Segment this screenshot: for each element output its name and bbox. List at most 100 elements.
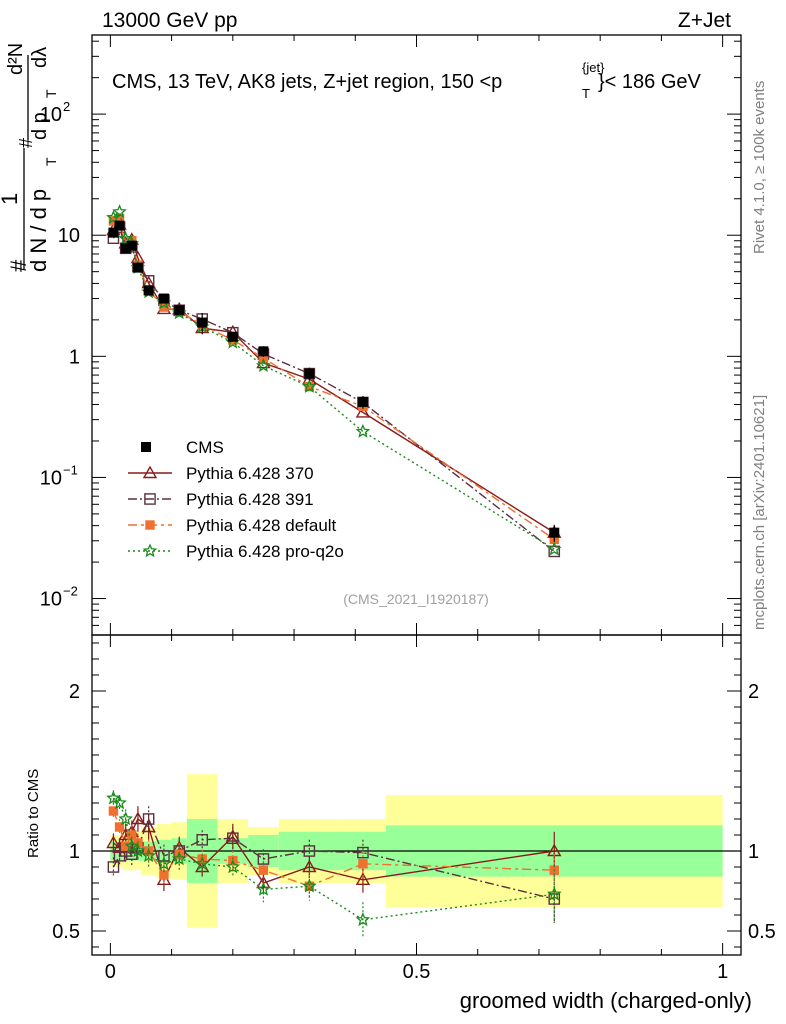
cms-point: [143, 285, 154, 296]
legend-swatch: [145, 520, 155, 530]
main-line-0: [112, 223, 555, 534]
cms-point: [126, 240, 137, 251]
ratio-point: [355, 872, 371, 885]
ylabel-frac-num: 1: [0, 193, 22, 205]
x-tick-label: 0.5: [403, 961, 431, 983]
ratio-tick-label-right: 1: [748, 841, 759, 863]
cms-point: [120, 243, 131, 254]
main-line-1: [112, 225, 555, 552]
ratio-point: [358, 859, 368, 869]
ratio-point: [225, 859, 241, 874]
ratio-point: [130, 843, 146, 858]
x-axis-label: groomed width (charged-only): [460, 988, 752, 1013]
plot-title-sup: {jet}: [582, 60, 605, 75]
main-line-2: [113, 217, 555, 540]
plot-title-sub: T: [582, 86, 590, 101]
ratio-point: [114, 822, 125, 832]
ylabel-sub-2: T: [43, 89, 59, 98]
ylabel-frac-den: d N / d p: [26, 189, 51, 272]
ratio-point: [106, 835, 121, 849]
ratio-point: [546, 886, 562, 901]
header-right: Z+Jet: [678, 9, 731, 32]
cms-point: [114, 220, 125, 231]
main-point: [118, 231, 134, 246]
legend-item-cms: CMS: [141, 438, 224, 457]
y-tick-exponent: −2: [63, 584, 78, 599]
ylabel-dp: d p: [29, 112, 51, 140]
ratio-point: [355, 912, 371, 927]
main-point: [256, 357, 271, 373]
cms-point: [357, 396, 368, 407]
legend-label: Pythia 6.428 pro-q2o: [186, 542, 344, 561]
ratio-point: [303, 845, 316, 857]
cms-point: [132, 262, 143, 273]
main-point: [301, 378, 317, 393]
ratio-point: [158, 850, 170, 862]
legend-item-0: Pythia 6.428 370: [128, 464, 314, 483]
ratio-point: [196, 834, 209, 846]
main-line-3: [112, 210, 555, 550]
ratio-point: [194, 856, 210, 871]
side-label-top: Rivet 4.1.0, ≥ 100k events: [751, 81, 768, 254]
ratio-point: [141, 848, 156, 863]
ratio-tick-label: 0.5: [52, 921, 80, 943]
ratio-point: [142, 813, 155, 825]
y-tick-exponent: −1: [63, 462, 78, 477]
ylabel-d2n: d²N: [5, 43, 27, 75]
ratio-y-label: Ratio to CMS: [25, 769, 42, 858]
x-tick-label: 0: [105, 961, 116, 983]
cms-data-points: [108, 220, 560, 542]
ratio-point: [112, 795, 127, 810]
y-tick-label: 10: [40, 104, 62, 126]
legend-item-1: Pythia 6.428 391: [128, 490, 314, 509]
legend-swatch: [142, 543, 158, 558]
cms-point: [227, 331, 238, 342]
legend-item-3: Pythia 6.428 pro-q2o: [128, 542, 344, 561]
ratio-point: [171, 851, 187, 866]
ratio-point: [257, 853, 270, 865]
ylabel-dlam: dλ: [29, 47, 51, 68]
x-tick-label: 1: [717, 961, 728, 983]
cms-point: [108, 227, 119, 238]
cms-point: [304, 368, 315, 379]
ratio-point: [108, 806, 119, 816]
legend-label: CMS: [186, 438, 224, 457]
legend-label: Pythia 6.428 391: [186, 490, 314, 509]
main-series-3: [106, 204, 562, 556]
ratio-series-layer: [106, 790, 562, 938]
plot-title-pre: CMS, 13 TeV, AK8 jets, Z+jet region, 150…: [112, 71, 491, 93]
ratio-tick-label-right: 2: [748, 681, 759, 703]
ratio-line-3: [112, 797, 555, 921]
ratio-point: [225, 829, 241, 842]
ylabel-hash-2: #: [16, 138, 36, 148]
ratio-point: [118, 811, 134, 826]
main-series-2: [108, 213, 559, 545]
y-tick-label: 10: [40, 467, 62, 489]
ratio-tick-label-right: 0.5: [748, 921, 776, 943]
ratio-point: [258, 865, 269, 875]
ratio-point: [130, 811, 146, 825]
y-tick-label: 10: [40, 589, 62, 611]
legend-label: Pythia 6.428 370: [186, 464, 314, 483]
header-left: 13000 GeV pp: [102, 9, 237, 32]
ratio-line-2: [112, 810, 555, 887]
plot-title-post: }< 186 GeV: [598, 71, 702, 93]
main-point: [548, 545, 561, 558]
main-point: [546, 541, 562, 556]
cms-point: [174, 305, 185, 316]
ratio-series-3: [106, 790, 562, 938]
ratio-point: [256, 875, 271, 889]
cms-point: [158, 293, 169, 304]
legend: CMS Pythia 6.428 370 Pythia 6.428 391 Pythi…: [128, 438, 344, 561]
plot-title: CMS, 13 TeV, AK8 jets, Z+jet region, 150…: [112, 71, 502, 93]
legend-swatch: [141, 442, 151, 452]
y-tick-label: 1: [69, 346, 80, 368]
legend-label: Pythia 6.428 default: [186, 516, 337, 535]
main-point: [355, 404, 371, 418]
ratio-point: [120, 841, 131, 851]
side-label-bottom: mcplots.cern.ch [arXiv:2401.10621]: [751, 395, 768, 630]
y-tick-exponent: 2: [63, 99, 70, 114]
ylabel-sub-1: T: [43, 157, 59, 166]
